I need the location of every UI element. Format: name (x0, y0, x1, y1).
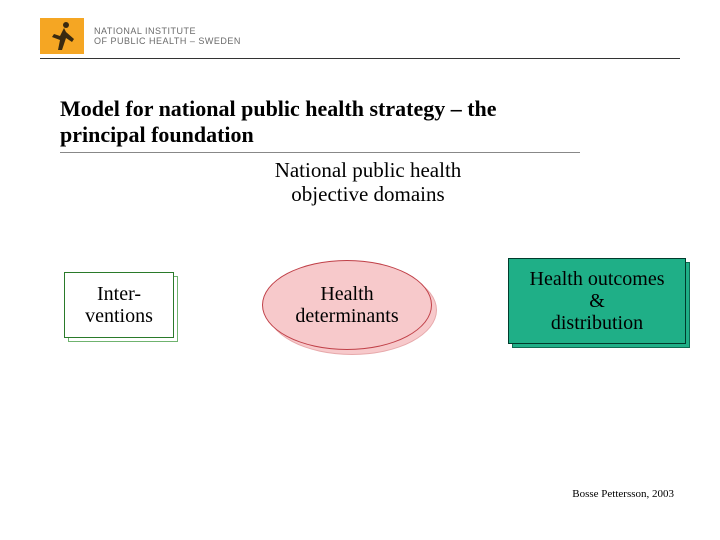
org-line1: NATIONAL INSTITUTE (94, 26, 241, 36)
node-label: Inter-ventions (81, 281, 157, 329)
runner-icon (46, 20, 78, 52)
title-underline (60, 152, 580, 153)
node-outcomes: Health outcomes&distribution (508, 258, 686, 344)
org-line2: OF PUBLIC HEALTH – SWEDEN (94, 36, 241, 46)
slide-title: Model for national public health strateg… (60, 96, 580, 149)
header: NATIONAL INSTITUTE OF PUBLIC HEALTH – SW… (40, 18, 680, 54)
subheading: National public health objective domains (258, 158, 478, 206)
node-label: Health outcomes&distribution (508, 258, 686, 344)
node-determinants: Healthdeterminants (262, 260, 432, 350)
org-logo (40, 18, 84, 54)
footer-credit: Bosse Pettersson, 2003 (572, 488, 674, 500)
node-interventions: Inter-ventions (64, 272, 174, 338)
node-label: Healthdeterminants (262, 260, 432, 350)
org-name: NATIONAL INSTITUTE OF PUBLIC HEALTH – SW… (94, 26, 241, 47)
header-divider (40, 58, 680, 59)
